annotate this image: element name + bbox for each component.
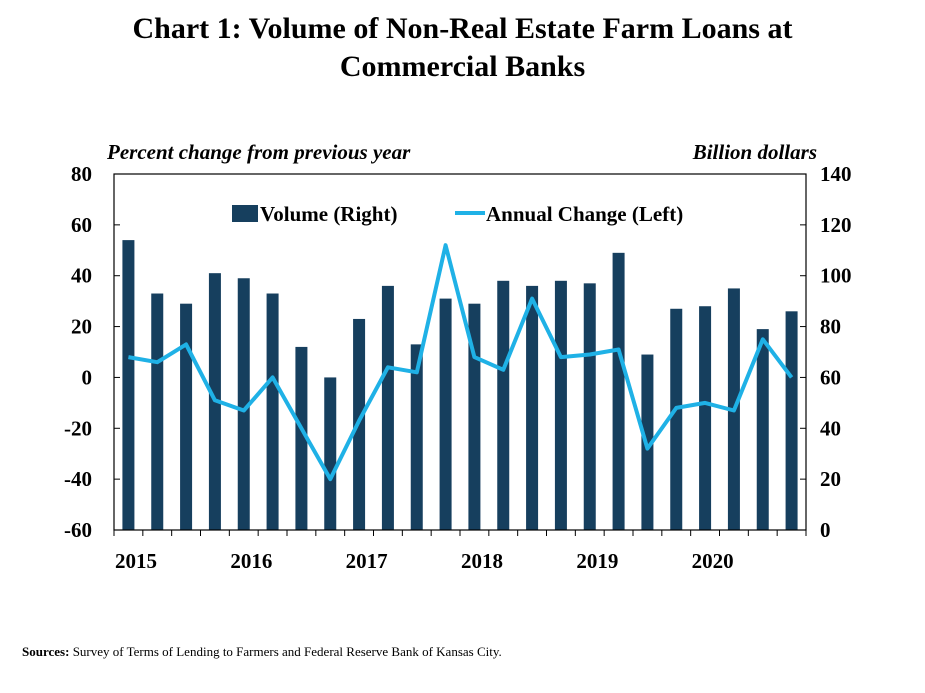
left-axis-tick-label: -20 [64, 416, 92, 440]
chart-title: Chart 1: Volume of Non-Real Estate Farm … [0, 10, 925, 86]
volume-bar [295, 346, 308, 530]
volume-bar [756, 329, 769, 530]
volume-bar [699, 306, 712, 530]
x-axis-year-label: 2019 [576, 549, 618, 573]
right-axis-tick-label: 40 [820, 416, 841, 440]
x-axis-year-label: 2017 [346, 549, 388, 573]
left-axis-tick-label: -40 [64, 467, 92, 491]
left-axis-tick-label: 0 [82, 365, 93, 389]
volume-bar [439, 298, 452, 530]
sources-label: Sources: [22, 644, 70, 659]
volume-bar [151, 293, 164, 530]
volume-bar [324, 377, 337, 530]
volume-bar [785, 311, 798, 530]
legend-volume-swatch [232, 205, 258, 222]
volume-bar [670, 308, 683, 530]
x-axis-year-label: 2015 [115, 549, 157, 573]
left-axis-tick-label: 20 [71, 315, 92, 339]
left-axis-note: Percent change from previous year [107, 140, 411, 164]
x-axis-year-label: 2020 [692, 549, 734, 573]
volume-bar [554, 280, 567, 530]
right-axis-tick-label: 140 [820, 162, 852, 186]
right-axis-tick-label: 20 [820, 467, 841, 491]
sources-text: Survey of Terms of Lending to Farmers an… [72, 644, 502, 659]
volume-bar [180, 303, 193, 530]
volume-bar [526, 285, 539, 530]
left-axis-tick-label: 60 [71, 213, 92, 237]
volume-bar [583, 283, 596, 530]
right-axis-tick-label: 80 [820, 315, 841, 339]
left-axis-tick-label: -60 [64, 518, 92, 542]
volume-bar [237, 278, 250, 530]
chart-title-line-2: Commercial Banks [339, 50, 586, 83]
volume-bar [410, 344, 423, 530]
legend-change-label: Annual Change (Left) [486, 202, 683, 226]
annual-change-line [128, 243, 794, 482]
legend-volume-label: Volume (Right) [260, 202, 397, 226]
right-axis-note: Billion dollars [692, 140, 817, 164]
left-axis-tick-label: 40 [71, 264, 92, 288]
chart-title-line-1: Chart 1: Volume of Non-Real Estate Farm … [132, 12, 793, 45]
x-axis-year-label: 2016 [230, 549, 272, 573]
right-axis-tick-label: 0 [820, 518, 831, 542]
volume-bar [381, 285, 394, 530]
right-axis-tick-label: 60 [820, 365, 841, 389]
sources-note: Sources: Survey of Terms of Lending to F… [22, 644, 502, 660]
right-axis-tick-label: 100 [820, 264, 852, 288]
volume-bar [497, 280, 510, 530]
right-axis-tick-label: 120 [820, 213, 852, 237]
volume-bar [612, 252, 625, 531]
left-axis-tick-label: 80 [71, 162, 92, 186]
volume-bar [122, 240, 135, 530]
volume-bar [266, 293, 279, 530]
x-axis-year-label: 2018 [461, 549, 503, 573]
